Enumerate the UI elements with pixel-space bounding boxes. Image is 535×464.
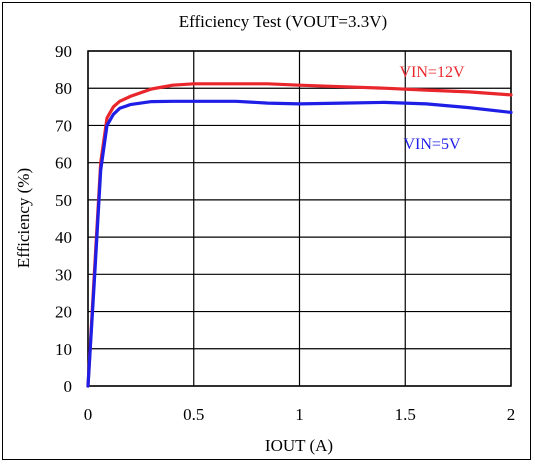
tick-labels: 0 10 20 30 40 50 60 70 80 90 0 0.5 1 1.5 2 (55, 42, 515, 424)
y-axis-label: Efficiency (%) (14, 168, 33, 268)
x-tick-label: 0 (84, 405, 93, 424)
y-tick-label: 80 (55, 79, 72, 98)
chart-title: Efficiency Test (VOUT=3.3V) (179, 12, 387, 31)
series-label: VIN=12V (399, 64, 464, 81)
series-line-vin-5v (86, 99, 513, 388)
y-tick-label: 60 (55, 154, 72, 173)
y-tick-label: 50 (55, 191, 72, 210)
series-labels: VIN=12V VIN=5V (399, 64, 464, 153)
y-tick-label: 20 (55, 303, 72, 322)
y-tick-label: 10 (55, 340, 72, 359)
x-tick-label: 0.5 (183, 405, 204, 424)
y-tick-label: 30 (55, 265, 72, 284)
x-tick-label: 1 (295, 405, 304, 424)
series-label: VIN=5V (403, 136, 460, 153)
y-tick-label: 70 (55, 116, 72, 135)
chart-frame (2, 2, 531, 460)
series-layer (86, 82, 513, 388)
x-tick-label: 1.5 (395, 405, 416, 424)
y-tick-label: 0 (64, 377, 73, 396)
y-tick-label: 40 (55, 228, 72, 247)
x-axis-label: IOUT (A) (265, 436, 333, 455)
x-tick-label: 2 (507, 405, 516, 424)
y-tick-label: 90 (55, 42, 72, 61)
plot-border (87, 50, 512, 387)
